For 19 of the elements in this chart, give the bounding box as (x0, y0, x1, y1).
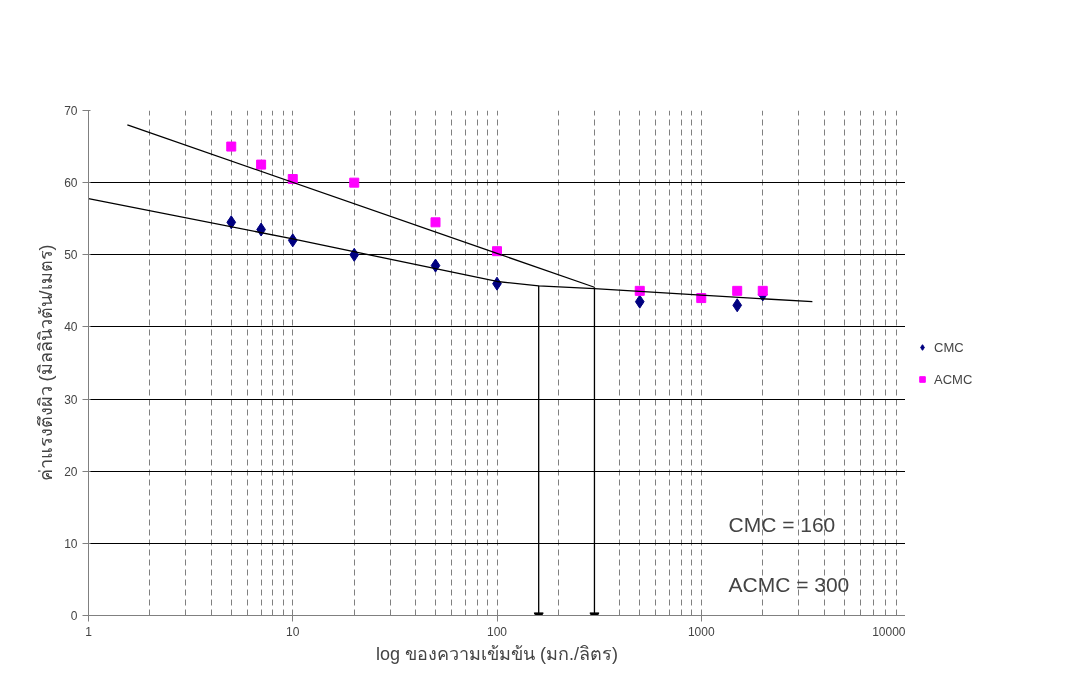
legend-label: ACMC (934, 371, 973, 387)
annotation: ACMC = 300 (728, 572, 850, 596)
x-tick-label: 1 (85, 624, 93, 639)
annotation: CMC = 160 (728, 512, 836, 536)
y-tick-label: 50 (64, 248, 78, 263)
y-tick-label: 10 (64, 536, 78, 551)
x-axis-title: log ของความเข้มข้น (มก./ลิตร) (375, 643, 619, 664)
x-tick-label: 100 (486, 624, 508, 639)
y-tick-label: 70 (64, 104, 78, 118)
x-tick-label: 10000 (872, 624, 906, 639)
legend-label: CMC (934, 339, 964, 355)
x-tick-label: 10 (286, 624, 300, 639)
y-tick-label: 60 (64, 176, 78, 191)
y-axis-title: ค่าแรงตึงผิว (มิลลินิวตัน/เมตร) (36, 244, 57, 482)
x-tick-label: 1000 (687, 624, 715, 639)
y-tick-label: 30 (64, 392, 78, 407)
y-tick-label: 40 (64, 320, 78, 335)
y-tick-label: 0 (70, 609, 78, 623)
y-tick-label: 20 (64, 464, 78, 479)
